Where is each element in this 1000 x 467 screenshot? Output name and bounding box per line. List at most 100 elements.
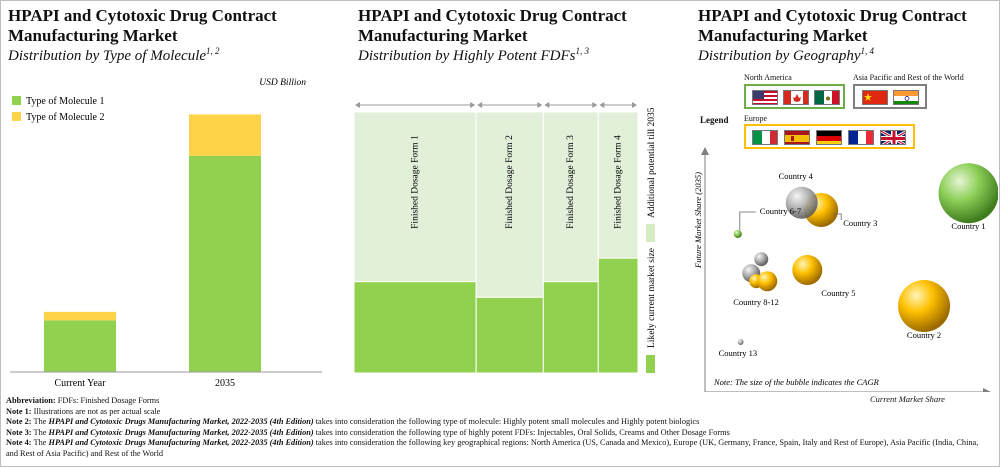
bubble — [737, 339, 744, 345]
geography-chart: Future Market Share (2035) Note: The siz… — [693, 147, 998, 392]
bar-current-market — [542, 281, 599, 374]
footnote-text: The — [31, 438, 49, 448]
footnote: Abbreviation: FDFs: Finished Dosage Form… — [6, 396, 991, 407]
subtitle-sup: 1, 4 — [860, 46, 875, 56]
footnote-text: FDFs: Finished Dosage Forms — [55, 396, 160, 405]
dosage-form-label: Finished Dosage Form 1 — [410, 135, 420, 229]
us-flag — [752, 90, 778, 105]
footnote: Note 4: The HPAPI and Cytotoxic Drugs Ma… — [6, 438, 991, 459]
mexico-flag — [814, 90, 840, 105]
footnotes: Abbreviation: FDFs: Finished Dosage Form… — [6, 396, 991, 460]
bar-current-market — [353, 281, 477, 374]
subtitle-sup: 1, 3 — [575, 46, 589, 56]
bubble-label: Country 1 — [951, 221, 985, 231]
legend-swatch-current — [646, 355, 655, 373]
legend-label: Type of Molecule 1 — [26, 96, 104, 107]
geography-panel: HPAPI and Cytotoxic Drug Contract Manufa… — [690, 0, 998, 404]
bar-molecule-1 — [44, 320, 116, 372]
spain-flag — [784, 130, 810, 145]
bubble-label: Country 5 — [821, 288, 855, 298]
unit-label: USD Billion — [259, 78, 306, 88]
legend-group-label: North America — [744, 73, 792, 82]
y-axis-title: Future Market Share (2035) — [693, 172, 703, 269]
molecule-panel: HPAPI and Cytotoxic Drug Contract Manufa… — [0, 0, 335, 392]
footnote: Note 3: The HPAPI and Cytotoxic Drugs Ma… — [6, 428, 991, 439]
footnote-label: Note 2: — [6, 417, 32, 427]
italy-flag — [752, 130, 778, 145]
legend-label: Additional potential till 2035 — [647, 107, 657, 218]
bar-molecule-1 — [189, 155, 261, 372]
bubble — [757, 271, 778, 292]
panel-subtitle: Distribution by Type of Molecule1, 2 — [8, 46, 220, 65]
subtitle-text: Distribution by Highly Potent FDFs — [358, 48, 576, 64]
subtitle-text: Distribution by Geography — [698, 48, 861, 64]
panel-title: HPAPI and Cytotoxic Drug Contract Manufa… — [358, 6, 627, 45]
dosage-form-label: Finished Dosage Form 4 — [613, 135, 623, 229]
bar-additional-potential — [353, 111, 477, 283]
bubble-size-note: Note: The size of the bubble indicates t… — [713, 377, 880, 387]
bubble-label: Country 13 — [719, 348, 758, 358]
footnote-text: The — [31, 417, 49, 427]
legend-title: Legend — [700, 115, 729, 125]
bar-additional-potential — [542, 111, 599, 283]
panel-subtitle: Distribution by Highly Potent FDFs1, 3 — [358, 46, 589, 65]
footnote: Note 1: Illustrations are not as per act… — [6, 407, 991, 418]
legend-swatch — [12, 112, 21, 121]
bubble — [792, 255, 823, 285]
legend-swatch-additional — [646, 224, 655, 242]
bar-molecule-2 — [189, 114, 261, 156]
north-america-legend — [744, 84, 845, 109]
legend-swatch — [12, 96, 21, 105]
legend-label: Likely current market size — [647, 248, 657, 348]
report-title: HPAPI and Cytotoxic Drugs Manufacturing … — [48, 427, 314, 437]
bubble — [938, 163, 998, 224]
footnote-text: Illustrations are not as per actual scal… — [31, 406, 161, 416]
china-flag — [862, 90, 888, 105]
bubble-label: Country 2 — [907, 330, 941, 340]
footnote-label: Note 1: — [6, 406, 32, 416]
bar-current-market — [475, 296, 544, 374]
subtitle-sup: 1, 2 — [206, 46, 220, 56]
legend-label: Type of Molecule 2 — [26, 112, 104, 123]
footnote-label: Note 3: — [6, 427, 32, 437]
uk-flag — [880, 130, 906, 145]
bar-molecule-2 — [44, 311, 116, 321]
bubble-label: Country 8-12 — [733, 297, 779, 307]
footnote-text: takes into consideration the following t… — [313, 427, 730, 437]
footnote-label: Abbreviation: — [6, 396, 56, 405]
germany-flag — [816, 130, 842, 145]
report-title: HPAPI and Cytotoxic Drugs Manufacturing … — [48, 438, 314, 448]
bar-current-market — [597, 257, 639, 374]
bar-additional-potential — [597, 111, 639, 259]
bubble — [785, 186, 818, 219]
india-flag — [893, 90, 919, 105]
canada-flag — [783, 90, 809, 105]
bar-additional-potential — [475, 111, 544, 298]
bubble-label: Country 3 — [843, 218, 877, 228]
bubble — [898, 280, 951, 332]
dosage-form-label: Finished Dosage Form 3 — [566, 135, 576, 229]
leader-line — [833, 213, 842, 220]
bubble-label: Country 6-7 — [760, 206, 801, 216]
subtitle-text: Distribution by Type of Molecule — [8, 48, 207, 64]
bubble — [733, 230, 742, 238]
fdf-panel: HPAPI and Cytotoxic Drug Contract Manufa… — [350, 0, 668, 392]
legend-group-label: Asia Pacific and Rest of the World — [853, 73, 964, 82]
dosage-form-label: Finished Dosage Form 2 — [505, 135, 515, 229]
footnote-text: takes into consideration the following k… — [6, 438, 979, 458]
europe-legend — [744, 124, 915, 149]
molecule-chart: USD Billion Type of Molecule 1 Type of Mo… — [10, 78, 322, 389]
panel-subtitle: Distribution by Geography1, 4 — [698, 46, 874, 65]
report-title: HPAPI and Cytotoxic Drugs Manufacturing … — [48, 417, 314, 427]
asia-pacific-legend — [853, 84, 927, 109]
bubble — [754, 252, 769, 267]
footnote: Note 2: The HPAPI and Cytotoxic Drugs Ma… — [6, 417, 991, 428]
x-tick-label: 2035 — [215, 378, 235, 389]
x-axis-title: Current Market Share — [870, 394, 945, 404]
leader-line — [739, 211, 756, 230]
footnote-text: The — [31, 427, 49, 437]
x-tick-label: Current Year — [54, 378, 106, 389]
footnote-text: takes into consideration the following t… — [313, 417, 700, 427]
panel-title: HPAPI and Cytotoxic Drug Contract Manufa… — [8, 6, 277, 45]
panel-title: HPAPI and Cytotoxic Drug Contract Manufa… — [698, 6, 967, 45]
